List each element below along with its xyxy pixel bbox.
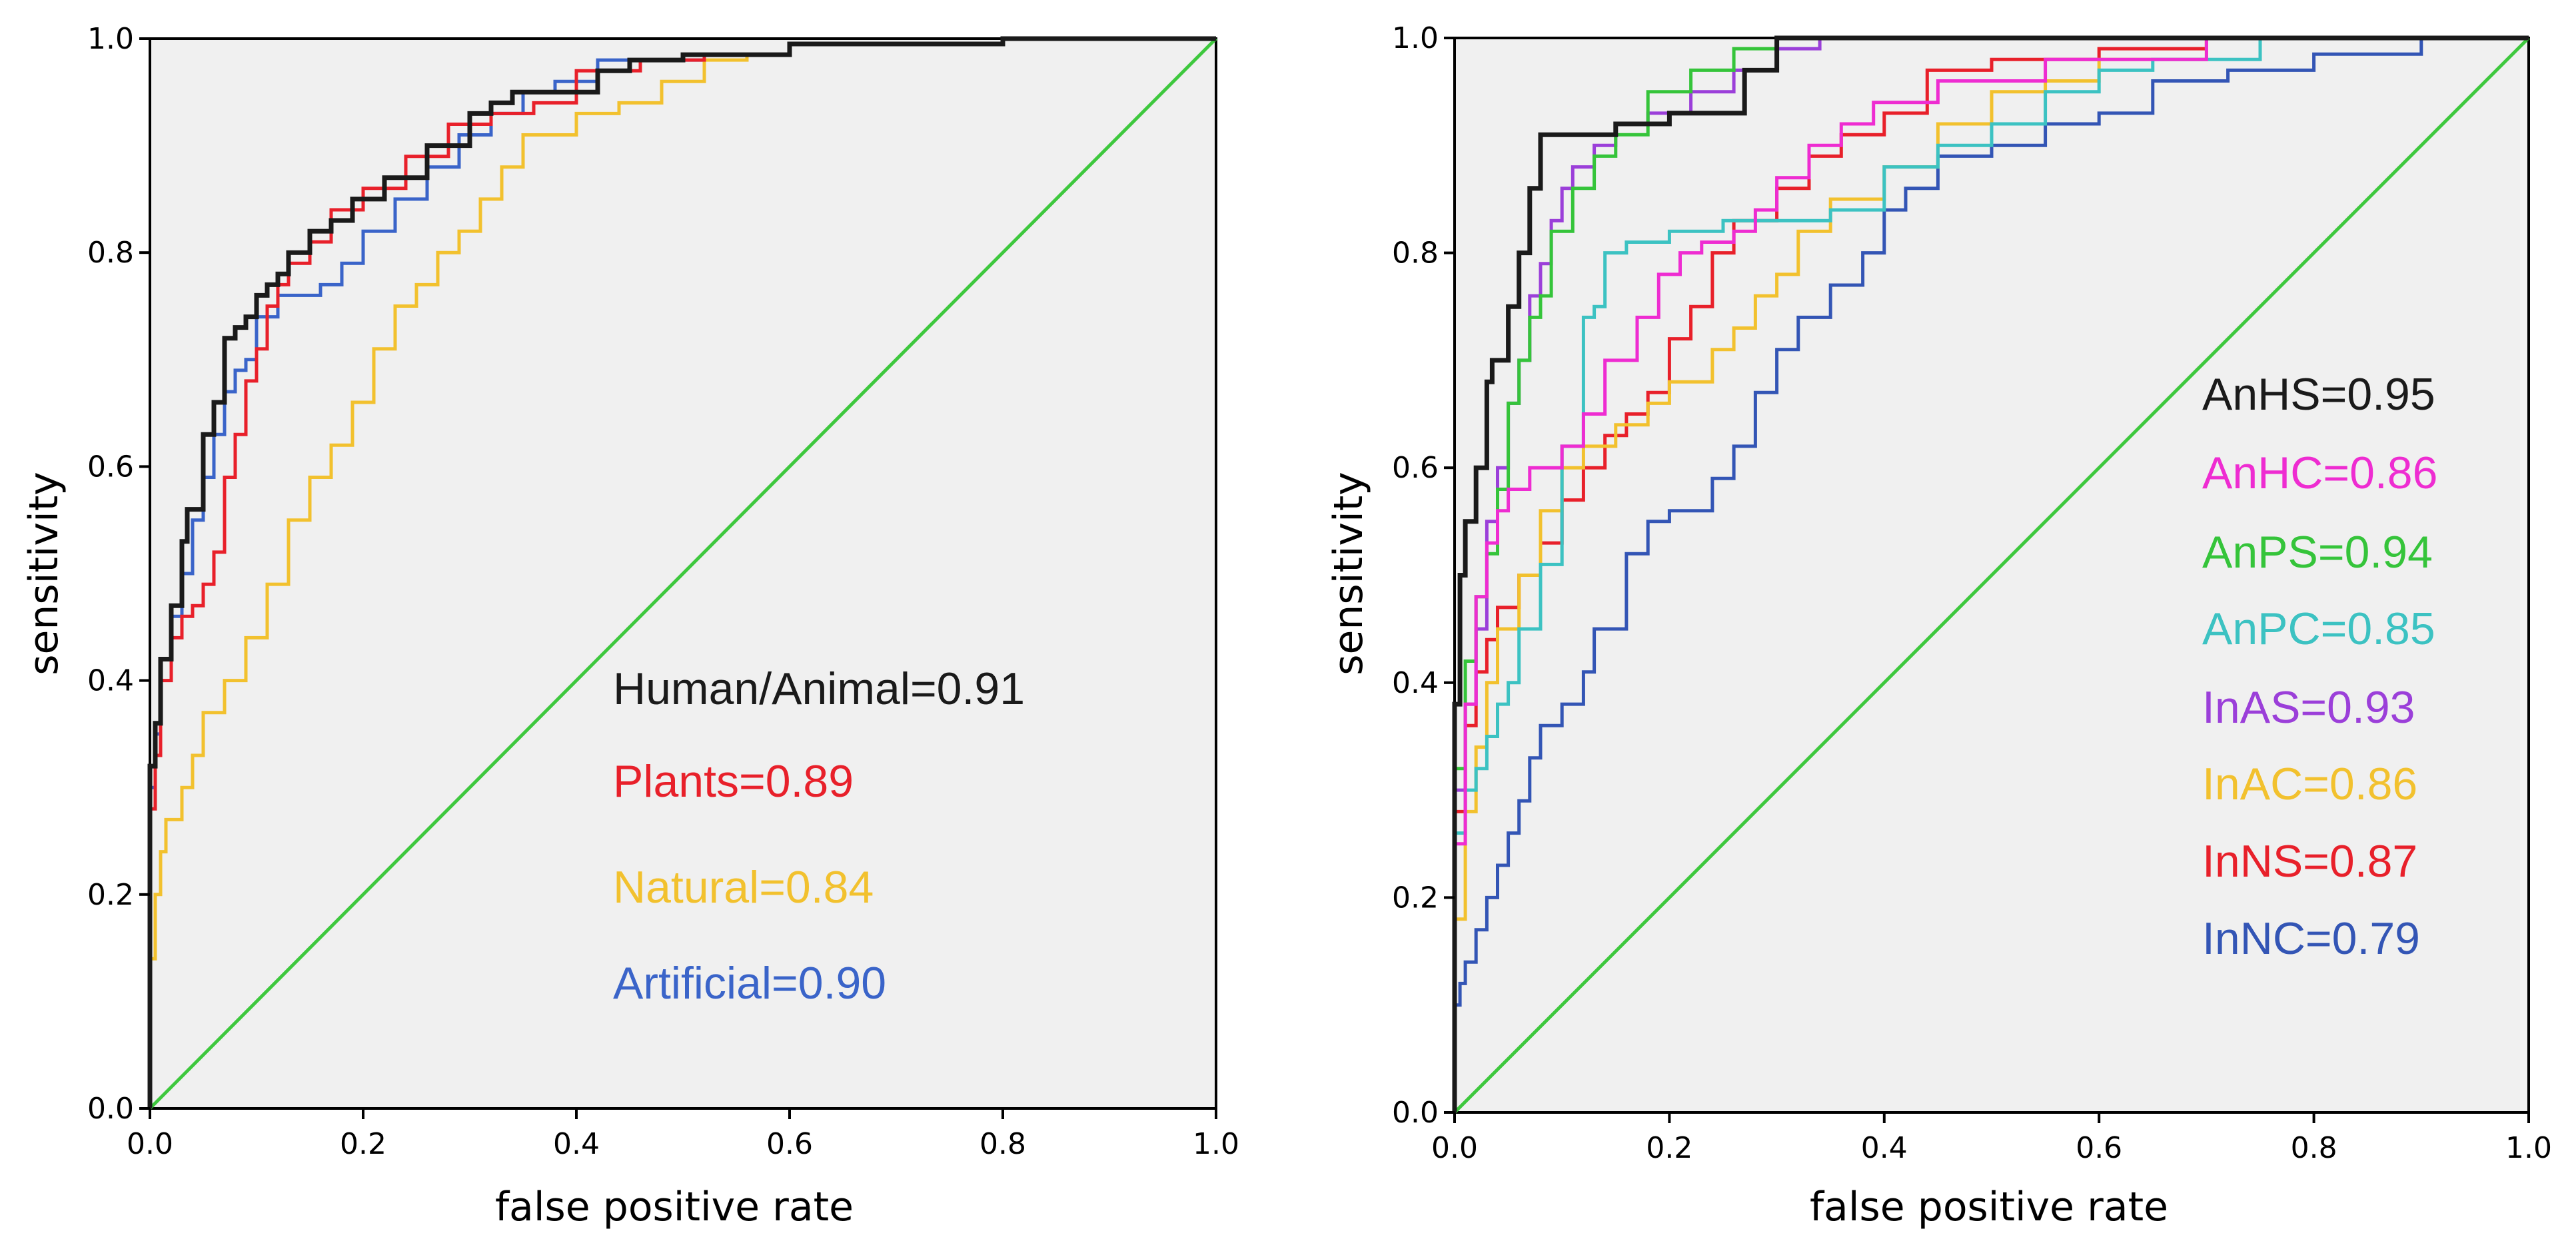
x-tick-label: 0.0 — [1431, 1131, 1478, 1165]
legend-inns: InNS=0.87 — [2202, 836, 2417, 887]
x-tick-label: 0.2 — [1646, 1131, 1692, 1165]
reference-line — [149, 37, 1217, 1110]
y-tick-label: 0.0 — [87, 1092, 134, 1126]
y-axis-label: sensitivity — [1325, 472, 1372, 675]
y-tick-label: 0.2 — [1392, 881, 1439, 915]
series-line-anhc — [1453, 36, 2529, 1112]
series-line-innc — [1453, 36, 2529, 1112]
x-tick-label: 0.2 — [340, 1127, 386, 1161]
right-roc-chart: 0.0 0.2 0.4 0.6 0.8 1.0 0.0 0.2 0.4 0.6 0.8 1.0 fal… — [1325, 21, 2552, 1230]
x-tick-label: 0.4 — [1861, 1131, 1908, 1165]
legend-anpc: AnPC=0.85 — [2202, 604, 2435, 654]
y-tick-label: 1.0 — [1392, 21, 1439, 55]
y-tick-label: 0.0 — [1392, 1096, 1439, 1130]
series-line-natural — [148, 37, 1216, 1108]
legend-inas: InAS=0.93 — [2202, 682, 2415, 733]
x-tick-label: 0.4 — [553, 1127, 600, 1161]
y-tick-label: 0.8 — [1392, 236, 1439, 270]
x-tick-label: 0.0 — [127, 1127, 173, 1161]
legend-natural: Natural=0.84 — [613, 862, 874, 913]
legend-anhs: AnHS=0.95 — [2202, 369, 2435, 420]
legend: Human/Animal=0.91 Plants=0.89 Natural=0.… — [613, 663, 1025, 1009]
series-line-inns — [1453, 36, 2529, 1112]
y-axis-label: sensitivity — [21, 472, 67, 675]
x-tick-label: 0.8 — [2291, 1131, 2337, 1165]
series-line-inas — [1453, 36, 2529, 1112]
left-roc-chart: 0.0 0.2 0.4 0.6 0.8 1.0 0.0 0.2 0.4 0.6 0.8 1.0 fal… — [21, 22, 1239, 1230]
series-line-human-animal — [147, 36, 1216, 1108]
x-tick-label: 1.0 — [2505, 1131, 2552, 1165]
series-line-artificial — [148, 37, 1216, 1108]
legend-human-animal: Human/Animal=0.91 — [613, 663, 1025, 714]
legend: AnHS=0.95 AnHC=0.86 AnPS=0.94 AnPC=0.85 … — [2202, 369, 2437, 964]
y-tick-label: 0.4 — [1392, 666, 1439, 700]
y-tick-label: 0.4 — [87, 664, 134, 698]
series-line-plants — [148, 37, 1216, 1108]
y-tick-label: 1.0 — [87, 22, 134, 56]
y-tick-label: 0.6 — [1392, 451, 1439, 485]
legend-artificial: Artificial=0.90 — [613, 958, 886, 1009]
legend-anhc: AnHC=0.86 — [2202, 448, 2437, 498]
legend-anps: AnPS=0.94 — [2202, 527, 2433, 578]
x-tick-label: 1.0 — [1193, 1127, 1239, 1161]
series-line-anpc — [1453, 36, 2529, 1112]
y-tick-label: 0.2 — [87, 878, 134, 912]
legend-plants: Plants=0.89 — [613, 756, 854, 807]
series-line-anhs — [1452, 35, 2529, 1112]
legend-innc: InNC=0.79 — [2202, 913, 2420, 964]
series-line-inac — [1453, 36, 2529, 1112]
x-tick-label: 0.8 — [979, 1127, 1026, 1161]
y-tick-label: 0.6 — [87, 450, 134, 484]
x-axis-label: false positive rate — [1810, 1184, 2168, 1230]
reference-line — [1453, 37, 2530, 1114]
x-axis-label: false positive rate — [495, 1184, 854, 1230]
legend-inac: InAC=0.86 — [2202, 759, 2417, 809]
x-tick-label: 0.6 — [766, 1127, 813, 1161]
y-tick-label: 0.8 — [87, 236, 134, 270]
x-tick-label: 0.6 — [2076, 1131, 2122, 1165]
